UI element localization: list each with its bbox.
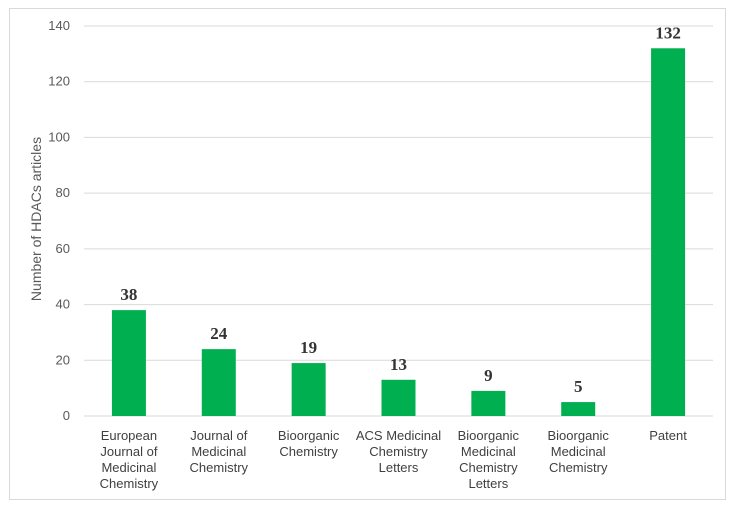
y-tick-label: 100 [48,129,70,144]
bar [111,310,146,416]
y-tick-label: 40 [56,297,70,312]
data-label: 132 [655,23,681,42]
data-label: 13 [390,355,407,374]
data-label: 19 [300,338,317,357]
gridlines [84,25,713,417]
y-tick-label: 0 [63,408,70,423]
bar [381,379,416,416]
y-tick-labels: 0 20 40 60 80 100 120 140 [48,18,70,423]
y-tick-label: 120 [48,74,70,89]
data-label: 9 [484,366,493,385]
bar [201,349,236,416]
y-tick-label: 140 [48,18,70,33]
y-tick-label: 20 [56,352,70,367]
x-tick-labels: European Journal of Medicinal Chemistry Jour… [100,428,688,491]
y-tick-label: 80 [56,185,70,200]
data-label: 24 [210,324,228,343]
bar [471,390,506,416]
data-label: 38 [120,285,137,304]
x-tick-label: Bioorganic Medicinal Chemistry Letters [458,428,520,491]
bar [291,363,326,416]
bar [651,48,686,417]
bars [111,48,686,417]
x-tick-label: Bioorganic Chemistry [278,428,340,459]
x-tick-label: Journal of Medicinal Chemistry [190,428,249,475]
bar [561,402,596,416]
x-tick-label: Bioorganic Medicinal Chemistry [547,428,609,475]
y-axis-title: Number of HDACs articles [28,137,44,301]
x-tick-label: Patent [649,428,687,443]
x-tick-label: European Journal of Medicinal Chemistry [100,428,159,491]
data-labels: 38 24 19 13 9 5 132 [120,23,680,396]
y-tick-label: 60 [56,241,70,256]
chart-frame [9,8,726,500]
data-label: 5 [574,377,583,396]
x-tick-label: ACS Medicinal Chemistry Letters [356,428,441,475]
